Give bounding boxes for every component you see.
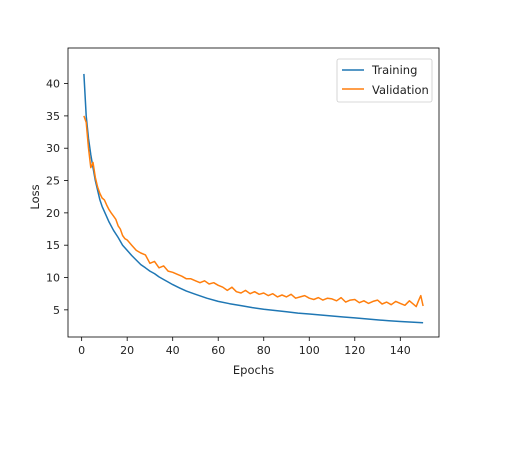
plot-area bbox=[83, 73, 424, 324]
x-tick-label: 120 bbox=[344, 344, 365, 357]
legend-label-validation: Validation bbox=[372, 83, 429, 97]
axes-frame bbox=[67, 47, 440, 338]
y-tick-label: 40 bbox=[46, 78, 60, 91]
x-tick-label: 140 bbox=[390, 344, 411, 357]
x-axis-label: Epochs bbox=[233, 363, 274, 377]
x-tick-label: 100 bbox=[299, 344, 320, 357]
series-line-validation bbox=[83, 115, 424, 308]
x-tick-label: 40 bbox=[166, 344, 180, 357]
y-tick-label: 25 bbox=[46, 175, 60, 188]
y-axis: 5 10 15 20 25 30 35 40 bbox=[46, 78, 68, 317]
series-line-training bbox=[83, 73, 424, 324]
x-axis: 0 20 40 60 80 100 120 140 bbox=[78, 337, 411, 357]
x-tick-label: 80 bbox=[257, 344, 271, 357]
y-tick-label: 10 bbox=[46, 272, 60, 285]
legend-label-training: Training bbox=[371, 63, 417, 77]
y-tick-label: 5 bbox=[53, 304, 60, 317]
y-tick-label: 35 bbox=[46, 110, 60, 123]
x-tick-label: 20 bbox=[120, 344, 134, 357]
y-axis-label: Loss bbox=[28, 184, 42, 209]
y-tick-label: 15 bbox=[46, 239, 60, 252]
legend: Training Validation bbox=[336, 58, 433, 103]
x-tick-label: 0 bbox=[78, 344, 85, 357]
y-tick-label: 30 bbox=[46, 142, 60, 155]
y-tick-label: 20 bbox=[46, 207, 60, 220]
x-tick-label: 60 bbox=[211, 344, 225, 357]
